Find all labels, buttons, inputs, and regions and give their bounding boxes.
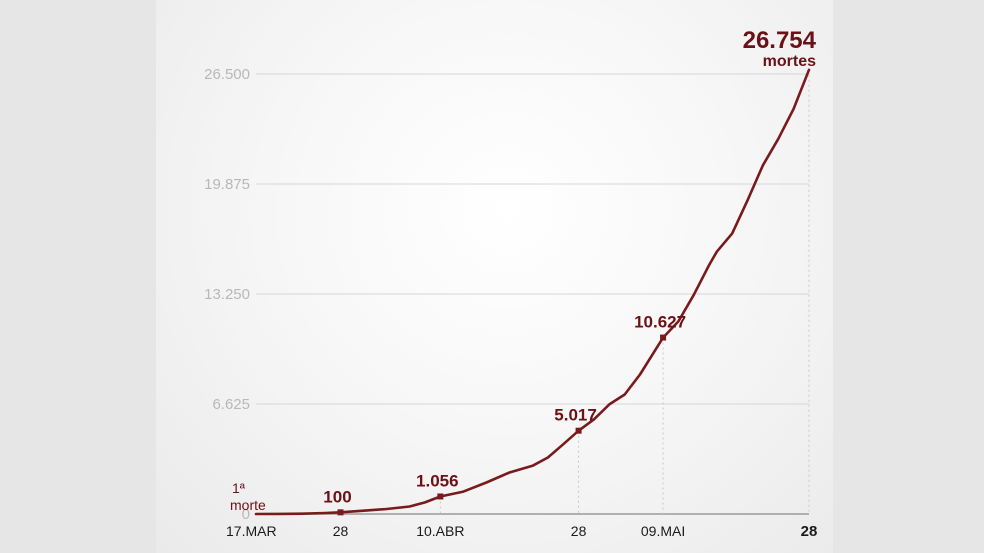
point-markers: [337, 334, 667, 516]
y-tick-label: 0: [242, 506, 250, 523]
data-label: 10.627: [634, 313, 686, 332]
total-deaths-label: 26.754: [743, 27, 817, 54]
y-axis-ticks: 0 6.625 13.250 19.875 26.500: [204, 66, 250, 523]
y-tick-label: 26.500: [204, 66, 250, 83]
x-axis-ticks: 17.MAR 28 10.ABR 28 09.MAI 28: [226, 523, 817, 540]
x-tick-label: 28: [801, 523, 818, 540]
point-marker: [437, 493, 444, 500]
x-tick-label: 28: [333, 523, 349, 539]
y-tick-label: 13.250: [204, 286, 250, 303]
series-line: [254, 68, 811, 516]
x-tick-label: 17.MAR: [226, 523, 277, 539]
x-tick-label: 10.ABR: [416, 523, 464, 539]
data-label: 1.056: [416, 471, 459, 490]
first-death-label: morte: [230, 497, 266, 513]
x-tick-label: 28: [571, 523, 587, 539]
gridlines: [256, 73, 809, 515]
point-marker: [575, 427, 582, 434]
first-death-label: 1ª: [232, 480, 246, 496]
total-deaths-unit: mortes: [763, 53, 816, 70]
chart-panel: 0 6.625 13.250 19.875 26.500 17.MAR 28 10.ABR 2…: [156, 0, 833, 553]
y-tick-label: 6.625: [212, 396, 250, 413]
series-line-path: [254, 68, 811, 516]
point-marker: [337, 509, 344, 516]
x-tick-label: 09.MAI: [641, 523, 685, 539]
data-label: 100: [323, 487, 351, 506]
point-marker: [660, 334, 667, 341]
y-tick-label: 19.875: [204, 176, 250, 193]
data-label: 5.017: [554, 406, 597, 425]
guide-lines: [339, 69, 810, 514]
deaths-line-chart: 0 6.625 13.250 19.875 26.500 17.MAR 28 10.ABR 2…: [204, 27, 817, 540]
